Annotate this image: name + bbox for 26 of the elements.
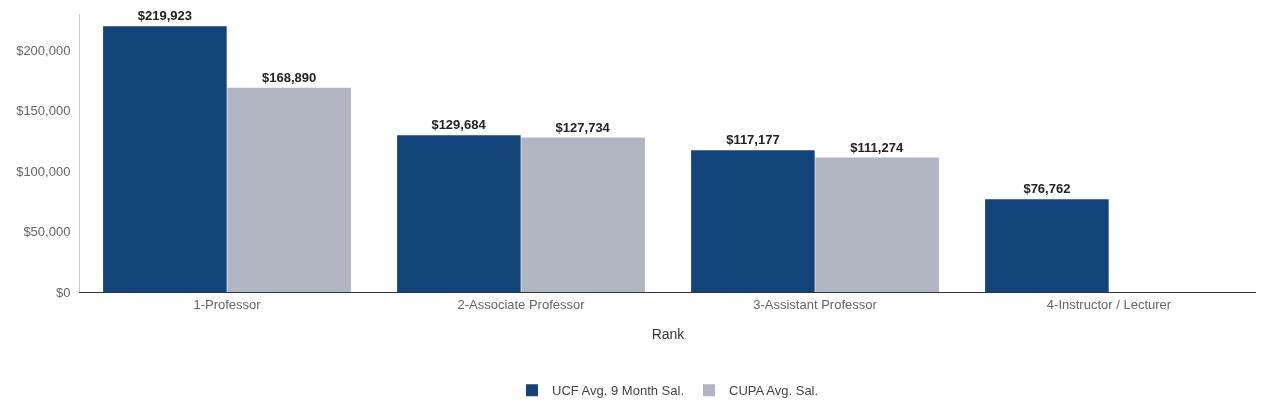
x-tick-label: 2-Associate Professor: [457, 296, 586, 312]
bar: [103, 26, 227, 292]
y-tick-label: $200,000: [16, 42, 71, 58]
bar: [521, 137, 645, 292]
data-label: $111,274: [850, 139, 904, 155]
data-label: $117,177: [726, 132, 780, 148]
data-label: $219,923: [137, 8, 193, 24]
bar: [397, 135, 521, 292]
bar: [227, 87, 351, 292]
data-label: $127,734: [555, 119, 611, 135]
y-tick-label: $100,000: [16, 163, 71, 179]
y-tick-label: $50,000: [23, 224, 71, 240]
legend-label: UCF Avg. 9 Month Sal.: [552, 383, 684, 399]
y-tick-label: $150,000: [16, 103, 71, 119]
data-label: $129,684: [431, 117, 487, 133]
x-axis-title: Rank: [651, 325, 686, 342]
data-label: $168,890: [261, 69, 317, 85]
x-tick-label: 1-Professor: [193, 296, 262, 312]
bar: [985, 199, 1109, 292]
bar: [815, 157, 939, 292]
data-label: $76,762: [1023, 181, 1071, 197]
x-tick-label: 3-Assistant Professor: [753, 296, 878, 312]
legend-label: CUPA Avg. Sal.: [729, 383, 819, 399]
y-tick-label: $0: [55, 284, 71, 300]
x-tick-label: 4-Instructor / Lecturer: [1046, 296, 1172, 312]
bar: [691, 150, 815, 292]
